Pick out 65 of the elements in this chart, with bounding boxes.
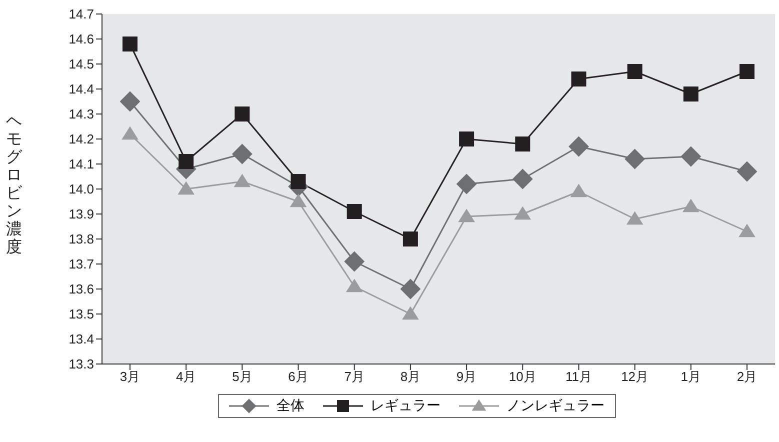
point [122, 36, 138, 52]
point [512, 168, 533, 190]
point [570, 184, 588, 198]
y-axis-title: ヘモグロビン濃度 [6, 113, 23, 256]
legend-label: レギュラー [370, 397, 440, 415]
x-tick-label: 5月 [232, 369, 252, 384]
y-tick-label: 14.6 [68, 32, 94, 47]
x-tick-label: 6月 [288, 369, 308, 384]
point [400, 278, 421, 300]
point [178, 181, 194, 195]
point [683, 86, 698, 102]
y-tick-label: 13.4 [68, 332, 94, 347]
point [458, 208, 475, 222]
point [234, 106, 250, 122]
x-tick-label: 3月 [120, 369, 140, 384]
point [456, 174, 477, 194]
point [290, 194, 307, 208]
point [232, 144, 252, 164]
y-tick-label: 13.8 [68, 232, 94, 247]
point [290, 174, 306, 189]
x-tick-label: 10月 [508, 369, 536, 384]
legend-label: ノンレギュラー [506, 397, 604, 415]
y-tick-label: 14.5 [68, 56, 94, 72]
point [178, 154, 194, 169]
point [680, 146, 702, 167]
point [626, 211, 644, 225]
y-tick-label: 13.9 [68, 206, 94, 222]
point [459, 132, 474, 146]
y-tick-label: 14.1 [68, 156, 94, 172]
point [346, 204, 362, 219]
y-tick-label: 14.4 [68, 82, 94, 97]
point [738, 224, 756, 238]
point [122, 126, 138, 140]
point [514, 206, 532, 220]
legend-label: 全体 [276, 397, 304, 415]
y-tick-label: 14.2 [68, 132, 94, 147]
point [568, 136, 589, 157]
point [402, 306, 419, 320]
x-tick-label: 9月 [456, 369, 477, 384]
point [120, 91, 140, 112]
point [346, 278, 363, 292]
y-tick-label: 13.7 [68, 256, 94, 272]
point [571, 72, 586, 86]
x-tick-label: 12月 [621, 369, 649, 384]
x-tick-label: 7月 [344, 369, 364, 384]
y-tick-label: 14.7 [68, 6, 94, 22]
point [627, 64, 642, 79]
point [682, 198, 700, 212]
x-tick-label: 2月 [736, 369, 758, 384]
point [234, 174, 251, 188]
x-tick-label: 11月 [565, 369, 592, 384]
x-tick-label: 4月 [176, 369, 196, 384]
y-tick-label: 13.5 [68, 306, 94, 322]
point [515, 136, 530, 152]
y-tick-label: 14.3 [68, 106, 94, 122]
point [736, 161, 758, 182]
point [402, 232, 418, 246]
y-tick-label: 14.0 [68, 182, 94, 197]
x-tick-label: 8月 [400, 369, 421, 384]
point [344, 251, 365, 272]
y-tick-label: 13.6 [68, 282, 94, 297]
x-tick-label: 1月 [680, 369, 702, 384]
point [740, 64, 754, 79]
y-tick-label: 13.3 [68, 356, 94, 372]
point [624, 148, 646, 170]
